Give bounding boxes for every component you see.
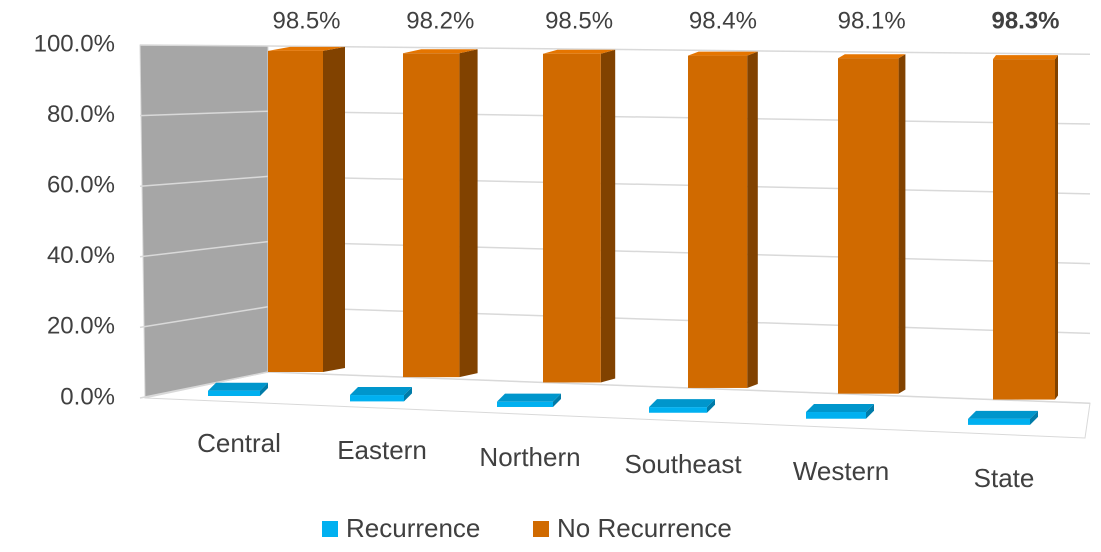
bar-side [600,49,616,383]
bar-front [208,390,260,396]
legend-label: Recurrence [346,513,480,543]
bar-side [1055,55,1058,400]
bar-top [993,55,1058,60]
bar-top [543,49,616,54]
value-label: 98.3% [991,7,1059,34]
grid-line [139,110,269,117]
x-tick-label: Central [197,428,281,458]
value-label: 98.1% [838,7,906,34]
bar [497,393,561,407]
bar-side [866,404,874,419]
bar [403,49,478,378]
grid-line [267,306,1091,335]
bar-side [323,46,345,372]
bar-front [497,401,553,407]
value-label: 98.5% [272,7,340,34]
y-tick-label: 20.0% [47,313,115,340]
bar-top [968,410,1038,419]
bar-side [747,51,758,388]
bar [688,51,758,388]
y-tick-label: 60.0% [47,172,115,199]
y-tick-label: 100.0% [34,30,115,57]
grid-line [267,175,1091,195]
grid-line [139,306,269,329]
bar-front [403,53,460,378]
value-label: 98.5% [545,7,613,34]
x-tick-label: Southeast [624,449,742,479]
bar-top [350,387,412,396]
bar-top [497,393,561,402]
value-label: 98.2% [406,7,474,34]
grid-line [267,371,1091,404]
y-tick-label: 80.0% [47,101,115,128]
value-label: 98.4% [689,7,757,34]
x-tick-label: Eastern [337,435,427,465]
bar-top [268,46,345,51]
bar-front [806,412,866,419]
bar [806,404,874,419]
grid-line [139,240,269,258]
bar-front [968,418,1030,425]
y-tick-label: 0.0% [60,383,115,410]
legend-swatch [533,521,549,537]
legend-swatch [322,521,338,537]
grid-line [139,371,269,399]
grid-line [267,110,1091,125]
bar-front [649,407,707,413]
y-tick-label: 40.0% [47,242,115,269]
bar [993,55,1058,400]
grid-line [139,44,269,47]
bar-side [1030,410,1038,425]
bar [268,46,345,372]
bar-front [838,58,899,394]
bar-top [403,49,478,54]
bar-side [553,393,561,407]
bar [838,54,906,394]
bar-front [268,50,323,372]
bar-side [459,49,478,378]
bar [208,382,268,396]
bar-side [260,382,268,396]
legend-label: No Recurrence [557,513,732,543]
bar-top [208,382,268,391]
grid-line [267,240,1091,265]
floor [144,371,1091,439]
bar-front [350,395,404,402]
bar-front [993,59,1055,400]
bar-side [707,399,715,413]
x-tick-label: Western [793,456,889,486]
x-tick-label: State [974,463,1035,493]
bar [649,399,715,413]
bar [350,387,412,402]
grid-line [267,45,1091,55]
bar-top [806,404,874,413]
bar-top [688,51,758,56]
bar-side [404,387,412,402]
x-tick-label: Northern [479,442,580,472]
bar-top [649,399,715,408]
bar [968,410,1038,425]
grid-line [139,175,269,187]
bar [543,49,616,383]
bar-front [543,53,601,383]
bar-top [838,54,906,59]
bar-front [688,55,748,388]
bar-side [898,54,906,394]
side-wall [139,44,269,399]
